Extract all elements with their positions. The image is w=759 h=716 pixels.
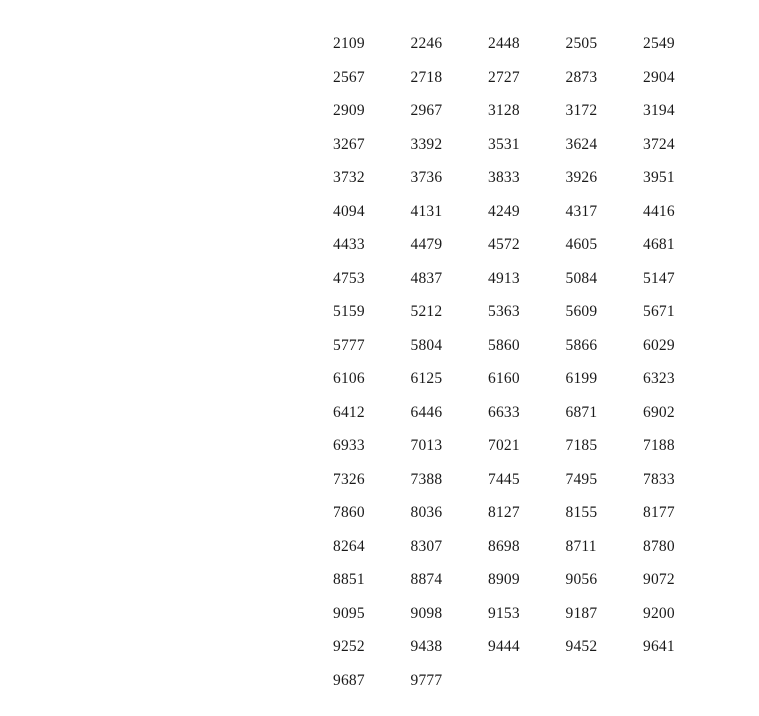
number-cell: 3736	[410, 169, 443, 186]
number-cell: 6633	[488, 403, 520, 421]
number-cell: 8036	[410, 504, 443, 521]
number-cell: 2567	[333, 68, 365, 86]
number-cell: 5159	[333, 303, 365, 320]
number-cell: 7185	[565, 437, 598, 454]
number-cell: 4605	[565, 236, 598, 253]
number-cell: 3732	[333, 169, 365, 186]
number-cell: 9072	[643, 571, 675, 588]
number-cell: 9187	[565, 604, 598, 622]
number-cell: 2109	[333, 35, 365, 52]
number-cell: 2909	[333, 102, 365, 119]
number-cell: 9098	[410, 604, 443, 622]
number-cell: 8155	[565, 504, 598, 521]
number-cell: 8851	[333, 571, 365, 588]
number-cell: 6029	[643, 336, 675, 354]
number-cell: 3951	[643, 169, 675, 186]
number-cell: 4433	[333, 236, 365, 253]
number-cell: 3724	[643, 135, 675, 153]
number-cell: 5363	[488, 303, 520, 320]
number-cell: 9153	[488, 604, 520, 622]
number-cell: 8307	[410, 537, 443, 555]
number-cell: 6106	[333, 370, 365, 387]
number-cell: 9056	[565, 571, 598, 588]
number-cell: 9452	[565, 638, 598, 655]
number-cell: 3172	[565, 102, 598, 119]
number-cell: 7860	[333, 504, 365, 521]
number-cell: 5084	[565, 269, 598, 287]
number-cell: 3128	[488, 102, 520, 119]
number-cell: 4249	[488, 202, 520, 220]
number-cell: 4094	[333, 202, 365, 220]
number-cell: 3267	[333, 135, 365, 153]
number-cell: 2967	[410, 102, 443, 119]
number-cell: 4131	[410, 202, 443, 220]
number-cell: 2448	[488, 35, 520, 52]
number-cell: 9252	[333, 638, 365, 655]
number-grid: 2109 2246 2448 2505 2549 2567 2718 2727 2873 2904…	[333, 27, 721, 697]
number-cell: 3624	[565, 135, 598, 153]
number-cell: 5804	[410, 336, 443, 354]
number-cell: 6160	[488, 370, 520, 387]
number-cell: 6412	[333, 403, 365, 421]
number-cell: 7445	[488, 470, 520, 488]
number-cell: 7326	[333, 470, 365, 488]
number-cell: 6446	[410, 403, 443, 421]
number-cell: 5860	[488, 336, 520, 354]
number-cell: 4681	[643, 236, 675, 253]
number-cell: 9438	[410, 638, 443, 655]
number-cell: 5866	[565, 336, 598, 354]
number-cell: 5212	[410, 303, 443, 320]
number-cell: 6199	[565, 370, 598, 387]
number-cell: 7495	[565, 470, 598, 488]
number-cell: 9777	[410, 671, 443, 689]
number-cell: 6933	[333, 437, 365, 454]
number-cell: 5609	[565, 303, 598, 320]
number-cell: 8909	[488, 571, 520, 588]
number-cell: 3194	[643, 102, 675, 119]
number-cell: 7833	[643, 470, 675, 488]
number-cell: 3392	[410, 135, 443, 153]
number-cell: 8127	[488, 504, 520, 521]
number-cell: 3833	[488, 169, 520, 186]
number-cell: 7013	[410, 437, 443, 454]
number-cell: 9687	[333, 671, 365, 689]
number-cell: 5777	[333, 336, 365, 354]
number-cell: 8711	[565, 537, 597, 555]
number-cell: 4837	[410, 269, 443, 287]
number-cell: 7188	[643, 437, 675, 454]
number-cell: 6871	[565, 403, 598, 421]
number-cell: 9641	[643, 638, 675, 655]
number-cell: 3531	[488, 135, 520, 153]
number-cell: 4479	[410, 236, 443, 253]
number-cell: 8780	[643, 537, 675, 555]
number-cell: 7388	[410, 470, 443, 488]
number-cell: 4913	[488, 269, 520, 287]
number-cell: 8264	[333, 537, 365, 555]
number-cell: 6125	[410, 370, 443, 387]
number-cell: 2718	[410, 68, 443, 86]
number-cell: 7021	[488, 437, 520, 454]
number-cell: 9095	[333, 604, 365, 622]
number-cell: 8177	[643, 504, 675, 521]
number-cell: 2873	[565, 68, 598, 86]
number-cell: 9200	[643, 604, 675, 622]
number-cell: 2904	[643, 68, 675, 86]
number-cell: 2505	[565, 35, 598, 52]
number-cell: 6902	[643, 403, 675, 421]
number-cell: 5671	[643, 303, 675, 320]
number-cell: 4572	[488, 236, 520, 253]
number-cell: 6323	[643, 370, 675, 387]
number-cell: 4317	[565, 202, 598, 220]
number-cell: 9444	[488, 638, 520, 655]
number-cell: 3926	[565, 169, 598, 186]
number-cell: 2549	[643, 35, 675, 52]
number-cell: 2727	[488, 68, 520, 86]
number-cell: 8698	[488, 537, 520, 555]
number-cell: 8874	[410, 571, 443, 588]
number-cell: 2246	[410, 35, 443, 52]
number-cell: 4753	[333, 269, 365, 287]
number-cell: 4416	[643, 202, 675, 220]
number-cell: 5147	[643, 269, 675, 287]
